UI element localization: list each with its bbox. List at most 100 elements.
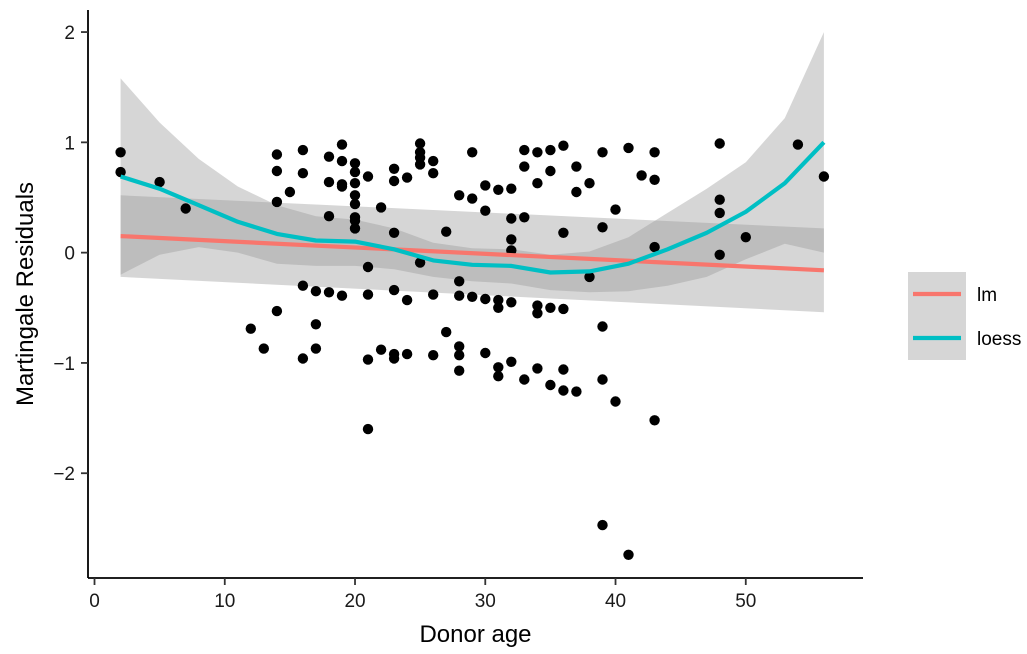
data-point [597,519,608,531]
data-point [180,203,191,214]
data-point [558,385,569,396]
y-tick-label: −1 [53,354,75,375]
data-point [441,226,452,237]
data-point [454,276,465,287]
data-point [818,171,830,182]
data-point [571,186,582,198]
data-point [375,344,387,355]
data-point [467,193,478,204]
data-point [714,194,725,205]
data-point [493,184,504,195]
x-tick-label: 50 [735,591,756,612]
data-point [310,343,322,354]
data-point [519,161,530,172]
data-point [610,204,621,215]
data-point [597,374,608,385]
y-tick-label: −2 [53,464,75,485]
data-point [323,211,335,222]
data-point [597,222,608,233]
axes [81,10,863,585]
data-point [558,303,569,315]
data-point [545,165,556,177]
data-point [558,227,569,238]
data-point [714,249,725,260]
data-point [310,319,322,330]
data-point [792,139,804,150]
data-point [323,287,335,298]
data-point [323,176,335,188]
data-point [571,386,582,397]
data-point [271,165,283,177]
data-point [532,363,543,374]
lm-legend-label: lm [977,285,997,306]
data-point [636,170,647,181]
x-tick-label: 10 [214,591,235,612]
data-point [714,138,725,149]
data-point [493,362,504,373]
data-point [401,348,413,360]
data-point [454,350,465,361]
loess-fit-line [119,140,826,275]
data-point [493,371,504,382]
data-point [545,379,556,391]
data-point [297,168,309,179]
data-point [480,180,491,191]
data-point [532,147,543,158]
tick-labels: 0 10 20 30 40 50 −2 −1 0 1 2 [53,23,756,612]
data-point [623,142,634,154]
data-point [584,271,595,283]
data-point [388,353,400,364]
data-point [454,341,465,352]
fit-lines [119,140,826,275]
y-tick-label: 0 [64,244,75,265]
data-point [597,321,608,332]
data-point [310,286,322,297]
data-point [388,163,400,174]
loess-legend-label: loess [977,329,1021,350]
data-point [245,323,256,334]
y-tick-label: 2 [64,23,75,44]
x-tick-label: 30 [475,591,496,612]
data-point [441,326,452,338]
data-point [401,294,413,306]
x-tick-label: 20 [344,591,365,612]
data-point [493,294,504,306]
x-tick-label: 40 [605,591,626,612]
data-point [584,178,595,189]
data-point [271,196,283,208]
data-point [506,356,517,367]
data-point [649,241,660,253]
data-point [428,350,439,361]
data-point [349,198,361,210]
data-point [362,289,374,300]
data-point [428,168,439,179]
data-point [414,159,426,170]
x-axis-title: Donor age [419,621,531,648]
data-point [506,297,517,308]
data-point [454,190,465,201]
y-axis-title: Martingale Residuals [12,182,39,406]
data-point [336,139,348,150]
data-point [545,144,556,156]
data-point [336,181,348,192]
data-point [506,234,517,245]
data-point [362,423,374,435]
data-point [349,166,361,178]
lm-fit-line [120,234,825,273]
data-point [336,290,348,301]
data-point [519,212,530,223]
data-point [714,207,725,219]
data-point [349,223,361,234]
data-point [375,202,387,213]
data-point [493,302,504,313]
data-point [349,178,361,189]
data-point [401,172,413,183]
data-point [349,215,361,226]
data-point [349,158,361,169]
data-point [388,227,400,238]
data-point [428,289,439,300]
data-point [532,300,543,311]
data-point [480,293,491,305]
data-point [297,144,309,156]
